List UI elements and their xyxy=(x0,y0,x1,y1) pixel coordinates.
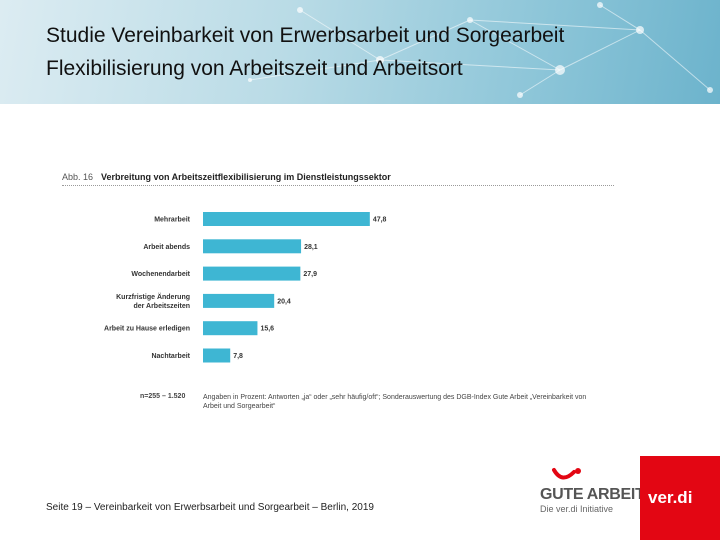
category-label: Mehrarbeit xyxy=(154,217,190,224)
value-label: 20,4 xyxy=(277,298,291,305)
gute-arbeit-tagline: Die ver.di Initiative xyxy=(540,504,614,514)
value-label: 7,8 xyxy=(233,353,243,360)
gute-arbeit-emblem-icon xyxy=(552,468,581,480)
bar xyxy=(203,293,275,308)
value-label: 27,9 xyxy=(303,271,317,278)
bar xyxy=(203,321,258,336)
value-label: 47,8 xyxy=(373,217,387,224)
bar xyxy=(203,239,302,254)
bar xyxy=(203,212,370,226)
verdi-wordmark: ver.di xyxy=(648,488,693,507)
category-label: Arbeit zu Hause erledigen xyxy=(104,326,190,333)
bar xyxy=(203,348,231,363)
figure-label: Abb. 16 xyxy=(62,172,94,182)
value-label: 28,1 xyxy=(304,244,318,251)
category-label: Arbeit abends xyxy=(143,244,190,251)
header-banner: Studie Vereinbarkeit von Erwerbsarbeit u… xyxy=(0,0,720,104)
page-title: Studie Vereinbarkeit von Erwerbsarbeit u… xyxy=(46,24,565,47)
figure-divider xyxy=(62,185,614,186)
category-label: Kurzfristige Änderung der Arbeitszeiten xyxy=(116,293,190,310)
bar xyxy=(203,266,301,281)
category-label: Wochenendarbeit xyxy=(131,271,190,278)
source-note: Angaben in Prozent: Antworten „ja“ oder … xyxy=(203,394,587,410)
sample-size-note: n=255 – 1.520 xyxy=(140,393,186,400)
verdi-logo: ver.di xyxy=(640,456,720,540)
network-graphic xyxy=(248,2,713,98)
figure-title: Verbreitung von Arbeitszeitflexibilisier… xyxy=(101,172,391,182)
value-label: 15,6 xyxy=(260,326,274,333)
gute-arbeit-wordmark: GUTE ARBEIT xyxy=(540,486,645,503)
category-label: Nachtarbeit xyxy=(151,353,190,360)
gute-arbeit-logo: GUTE ARBEIT Die ver.di Initiative xyxy=(536,466,645,516)
page-subtitle: Flexibilisierung von Arbeitszeit und Arb… xyxy=(46,57,463,80)
footer-text: Seite 19 – Vereinbarkeit von Erwerbsarbe… xyxy=(46,502,374,513)
